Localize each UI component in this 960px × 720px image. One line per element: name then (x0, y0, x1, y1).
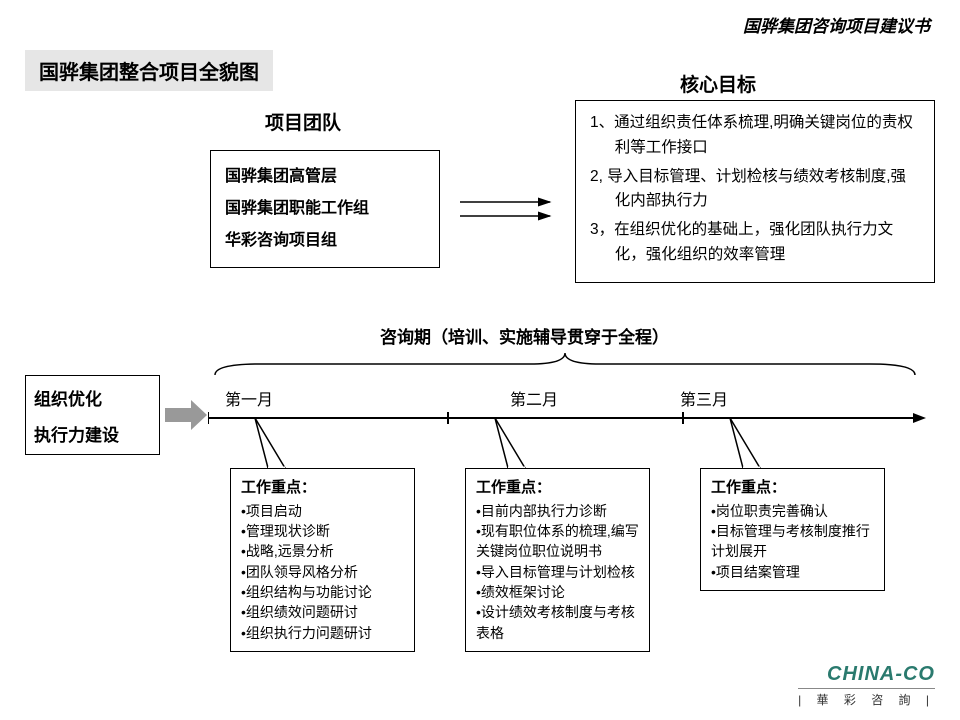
page-header: 国骅集团咨询项目建议书 (743, 12, 930, 37)
callout-item: •项目结案管理 (711, 562, 874, 582)
left-line: 组织优化 (34, 382, 151, 418)
callout-month-2: 工作重点： •目前内部执行力诊断 •现有职位体系的梳理,编写关键岗位职位说明书 … (465, 468, 650, 652)
callout-item: •管理现状诊断 (241, 521, 404, 541)
month-2-label: 第二月 (510, 386, 558, 410)
logo-en: CHINA-CO (798, 663, 935, 686)
brace-icon (210, 350, 920, 378)
callout-tail-3 (725, 418, 775, 470)
month-3-label: 第三月 (680, 386, 728, 410)
goal-label: 核心目标 (680, 70, 756, 97)
left-phase-box: 组织优化 执行力建设 (25, 375, 160, 455)
team-line: 华彩咨询项目组 (225, 225, 425, 257)
timeline-arrow (208, 412, 928, 424)
callout-item: •现有职位体系的梳理,编写关键岗位职位说明书 (476, 521, 639, 562)
consult-period-label: 咨询期（培训、实施辅导贯穿于全程） (380, 323, 669, 348)
callout-item: •目前内部执行力诊断 (476, 501, 639, 521)
callout-title: 工作重点： (241, 477, 404, 499)
goal-item: 2, 导入目标管理、计划检核与绩效考核制度,强化内部执行力 (590, 165, 920, 215)
logo: CHINA-CO | 華 彩 咨 詢 | (798, 663, 935, 708)
block-arrow-icon (165, 400, 207, 430)
month-1-label: 第一月 (225, 386, 273, 410)
callout-title: 工作重点： (711, 477, 874, 499)
team-label: 项目团队 (265, 108, 341, 135)
arrow-team-to-goal (455, 190, 565, 230)
team-line: 国骅集团高管层 (225, 161, 425, 193)
callout-item: •团队领导风格分析 (241, 562, 404, 582)
page-title: 国骅集团整合项目全貌图 (25, 50, 273, 91)
goal-box: 1、通过组织责任体系梳理,明确关键岗位的责权利等工作接口 2, 导入目标管理、计… (575, 100, 935, 283)
callout-item: •组织结构与功能讨论 (241, 582, 404, 602)
goal-item: 3，在组织优化的基础上，强化团队执行力文化，强化组织的效率管理 (590, 218, 920, 268)
callout-item: •目标管理与考核制度推行计划展开 (711, 521, 874, 562)
callout-month-3: 工作重点： •岗位职责完善确认 •目标管理与考核制度推行计划展开 •项目结案管理 (700, 468, 885, 591)
logo-cn: | 華 彩 咨 詢 | (798, 688, 935, 708)
callout-item: •绩效框架讨论 (476, 582, 639, 602)
callout-item: •设计绩效考核制度与考核表格 (476, 602, 639, 643)
goal-item: 1、通过组织责任体系梳理,明确关键岗位的责权利等工作接口 (590, 111, 920, 161)
callout-item: •组织执行力问题研讨 (241, 623, 404, 643)
callout-tail-2 (490, 418, 540, 470)
callout-item: •组织绩效问题研讨 (241, 602, 404, 622)
callout-title: 工作重点： (476, 477, 639, 499)
callout-tail-1 (250, 418, 300, 470)
left-line: 执行力建设 (34, 418, 151, 454)
callout-item: •岗位职责完善确认 (711, 501, 874, 521)
callout-item: •导入目标管理与计划检核 (476, 562, 639, 582)
callout-month-1: 工作重点： •项目启动 •管理现状诊断 •战略,远景分析 •团队领导风格分析 •… (230, 468, 415, 652)
team-box: 国骅集团高管层 国骅集团职能工作组 华彩咨询项目组 (210, 150, 440, 268)
callout-item: •战略,远景分析 (241, 541, 404, 561)
callout-item: •项目启动 (241, 501, 404, 521)
team-line: 国骅集团职能工作组 (225, 193, 425, 225)
